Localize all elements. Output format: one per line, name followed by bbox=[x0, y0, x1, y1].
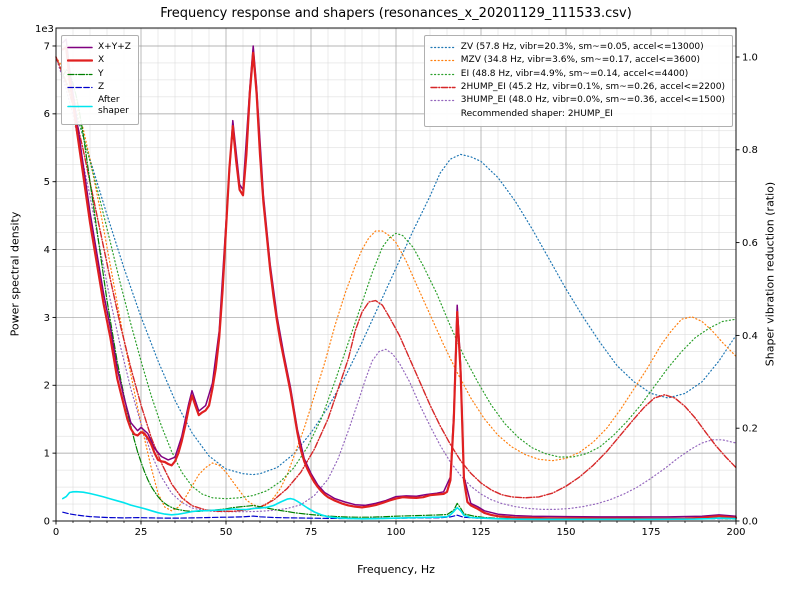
chart-title: Frequency response and shapers (resonanc… bbox=[160, 6, 632, 21]
svg-text:1.0: 1.0 bbox=[742, 52, 758, 63]
legend-line-sample bbox=[67, 59, 93, 62]
series-3hump-ei bbox=[55, 56, 737, 513]
svg-text:150: 150 bbox=[556, 527, 575, 538]
svg-text:175: 175 bbox=[641, 527, 660, 538]
y-axis-right-label: Shaper vibration reduction (ratio) bbox=[763, 181, 777, 367]
svg-text:0.8: 0.8 bbox=[742, 145, 758, 156]
svg-text:125: 125 bbox=[471, 527, 490, 538]
legend-line-sample bbox=[67, 73, 93, 75]
legend-item-label: X+Y+Z bbox=[98, 42, 131, 52]
legend-item-label: Y bbox=[98, 68, 104, 79]
svg-text:0: 0 bbox=[44, 516, 50, 527]
legend-psd: X+Y+Z X Y Z After shaper bbox=[61, 35, 139, 125]
legend-item-label: X bbox=[98, 55, 105, 66]
series-after-shaper bbox=[62, 490, 737, 521]
legend-item: EI (48.8 Hz, vibr=4.9%, sm~=0.14, accel<… bbox=[430, 69, 725, 80]
legend-item: Z bbox=[67, 82, 131, 93]
legend-item: ZV (57.8 Hz, vibr=20.3%, sm~=0.05, accel… bbox=[430, 42, 725, 53]
legend-item: MZV (34.8 Hz, vibr=3.6%, sm~=0.17, accel… bbox=[430, 55, 725, 66]
svg-text:0.0: 0.0 bbox=[742, 516, 758, 527]
svg-text:100: 100 bbox=[386, 527, 405, 538]
svg-text:3: 3 bbox=[44, 313, 50, 324]
legend-item-label: MZV (34.8 Hz, vibr=3.6%, sm~=0.17, accel… bbox=[460, 55, 700, 66]
legend-item: X+Y+Z bbox=[67, 42, 131, 53]
recommended-shaper-note: Recommended shaper: 2HUMP_EI bbox=[460, 109, 613, 120]
svg-text:7: 7 bbox=[44, 41, 50, 52]
svg-text:5: 5 bbox=[44, 177, 50, 188]
svg-text:6: 6 bbox=[44, 109, 50, 120]
legend-line-sample bbox=[430, 86, 456, 89]
svg-text:75: 75 bbox=[305, 527, 318, 538]
svg-text:0.6: 0.6 bbox=[742, 238, 758, 249]
svg-text:4: 4 bbox=[44, 245, 50, 256]
legend-item: X bbox=[67, 55, 131, 66]
svg-text:50: 50 bbox=[220, 527, 233, 538]
legend-line-sample bbox=[67, 105, 93, 108]
legend-line-sample bbox=[67, 86, 93, 88]
legend-item: After shaper bbox=[67, 95, 131, 118]
svg-text:2: 2 bbox=[44, 381, 50, 392]
svg-text:200: 200 bbox=[726, 527, 745, 538]
series-y bbox=[62, 69, 737, 520]
legend-item-label: 3HUMP_EI (48.0 Hz, vibr=0.0%, sm~=0.36, … bbox=[460, 95, 725, 105]
legend-item: Y bbox=[67, 69, 131, 80]
legend-item-label: Z bbox=[98, 81, 105, 92]
series-zv bbox=[55, 56, 737, 476]
series-ei bbox=[55, 56, 737, 500]
legend-item: 3HUMP_EI (48.0 Hz, vibr=0.0%, sm~=0.36, … bbox=[430, 95, 725, 106]
svg-text:0.2: 0.2 bbox=[742, 424, 758, 435]
svg-text:0.4: 0.4 bbox=[742, 331, 758, 342]
legend-item-label: After shaper bbox=[98, 95, 129, 117]
legend-item: 2HUMP_EI (45.2 Hz, vibr=0.1%, sm~=0.26, … bbox=[430, 82, 725, 93]
svg-text:0: 0 bbox=[53, 527, 59, 538]
legend-shapers: ZV (57.8 Hz, vibr=20.3%, sm~=0.05, accel… bbox=[423, 35, 733, 127]
legend-item-label: 2HUMP_EI (45.2 Hz, vibr=0.1%, sm~=0.26, … bbox=[460, 81, 725, 92]
x-axis-label: Frequency, Hz bbox=[357, 563, 435, 576]
legend-item-label: EI (48.8 Hz, vibr=4.9%, sm~=0.14, accel<… bbox=[460, 68, 689, 79]
svg-text:1: 1 bbox=[44, 449, 50, 460]
legend-line-sample bbox=[430, 73, 456, 75]
y-axis-left-label: Power spectral density bbox=[8, 211, 22, 337]
series-x bbox=[61, 46, 738, 520]
y-axis-offset-label: 1e3 bbox=[35, 24, 54, 35]
series-mzv bbox=[55, 56, 737, 512]
svg-text:25: 25 bbox=[135, 527, 148, 538]
legend-item-label: ZV (57.8 Hz, vibr=20.3%, sm~=0.05, accel… bbox=[460, 42, 704, 52]
legend-line-sample bbox=[430, 60, 456, 62]
legend-line-sample bbox=[430, 100, 456, 102]
legend-line-sample bbox=[430, 47, 456, 49]
legend-line-sample bbox=[67, 46, 93, 49]
